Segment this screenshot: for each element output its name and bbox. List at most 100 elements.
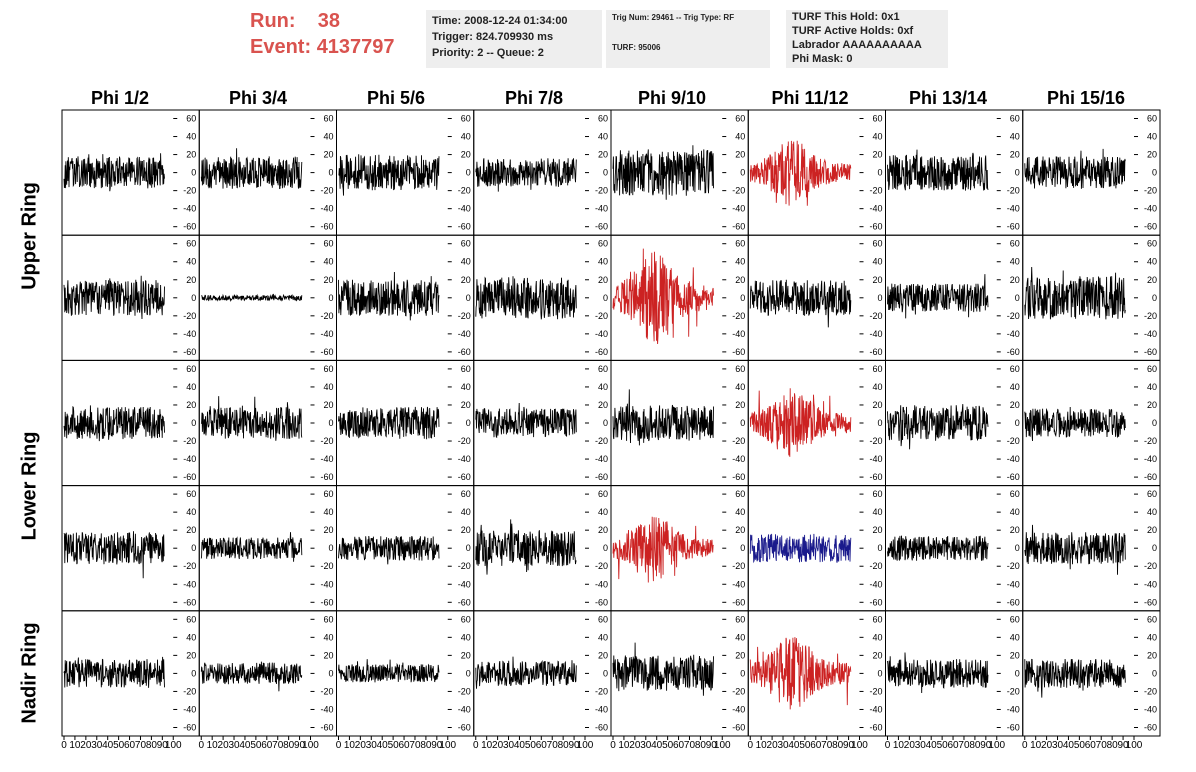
y-tick-label: -40 <box>869 329 882 339</box>
x-tick-label: 40 <box>651 740 663 751</box>
y-tick-label: 20 <box>323 525 333 535</box>
y-tick-label: -60 <box>869 472 882 482</box>
column-header: Phi 1/2 <box>90 88 150 108</box>
y-tick-label: 0 <box>328 668 333 678</box>
y-tick-label: 0 <box>466 418 471 428</box>
y-tick-label: 20 <box>1147 650 1157 660</box>
waveform-trace <box>887 404 989 450</box>
y-tick-label: 0 <box>1152 543 1157 553</box>
x-tick-label: 90 <box>569 740 581 751</box>
y-tick-label: -20 <box>732 436 745 446</box>
y-tick-label: -20 <box>458 436 471 446</box>
y-tick-label: 60 <box>735 364 745 374</box>
y-tick-label: 0 <box>877 543 882 553</box>
x-tick-label: 20 <box>218 740 230 751</box>
x-tick-label: 50 <box>1074 740 1086 751</box>
y-tick-label: 0 <box>191 168 196 178</box>
y-tick-label: -40 <box>732 204 745 214</box>
y-tick-label: -60 <box>183 472 196 482</box>
y-tick-label: 60 <box>735 239 745 249</box>
y-tick-label: 0 <box>603 668 608 678</box>
y-tick-label: -20 <box>183 561 196 571</box>
x-tick-label: 70 <box>547 740 559 751</box>
y-tick-label: 0 <box>1152 418 1157 428</box>
x-tick-label: 50 <box>937 740 949 751</box>
y-tick-label: 60 <box>323 239 333 249</box>
waveform-panel: -60 -40 -20 0 20 40 60 <box>885 109 1024 236</box>
column-header: Phi 3/4 <box>228 88 288 108</box>
waveform-trace <box>749 279 852 328</box>
x-tick-label: 100 <box>851 740 868 751</box>
waveform-trace <box>749 533 852 564</box>
y-tick-label: -40 <box>732 454 745 464</box>
y-tick-label: 20 <box>461 275 471 285</box>
y-tick-label: 0 <box>1015 418 1020 428</box>
y-tick-label: 40 <box>598 382 608 392</box>
x-tick-label: 40 <box>514 740 526 751</box>
y-tick-label: -60 <box>458 597 471 607</box>
waveform-trace <box>1024 524 1126 575</box>
y-tick-label: -60 <box>183 222 196 232</box>
y-tick-label: 60 <box>1010 489 1020 499</box>
waveform-panel: -60 -40 -20 0 20 40 60 <box>61 485 200 612</box>
y-tick-label: 20 <box>598 150 608 160</box>
y-tick-label: -40 <box>320 329 333 339</box>
waveform-panel: -60 -40 -20 0 20 40 60 <box>473 485 612 612</box>
waveform-panel: -60 -40 -20 0 20 40 60 <box>473 109 612 236</box>
y-tick-label: -20 <box>869 686 882 696</box>
y-tick-label: 0 <box>328 168 333 178</box>
x-tick-label: 20 <box>629 740 641 751</box>
x-tick-label: 80 <box>283 740 295 751</box>
y-tick-label: 60 <box>735 489 745 499</box>
y-tick-label: 0 <box>1015 168 1020 178</box>
y-tick-label: 20 <box>598 400 608 410</box>
y-tick-label: 60 <box>461 489 471 499</box>
x-tick-label: 50 <box>662 740 674 751</box>
y-tick-label: -60 <box>1007 347 1020 357</box>
y-tick-label: 40 <box>323 632 333 642</box>
x-tick-label: 30 <box>1052 740 1064 751</box>
y-tick-label: 20 <box>872 650 882 660</box>
y-tick-label: -40 <box>1007 704 1020 714</box>
x-tick-label: 100 <box>714 740 731 751</box>
x-tick-label: 30 <box>915 740 927 751</box>
y-tick-label: 40 <box>461 132 471 142</box>
y-tick-label: -40 <box>458 704 471 714</box>
y-tick-label: -20 <box>320 561 333 571</box>
x-tick-label: 30 <box>228 740 240 751</box>
waveform-panel: -60 -40 -20 0 20 40 60 <box>1022 109 1161 236</box>
y-tick-label: 40 <box>872 132 882 142</box>
y-tick-label: -40 <box>458 579 471 589</box>
y-tick-label: -20 <box>595 561 608 571</box>
y-tick-label: 40 <box>1147 257 1157 267</box>
y-tick-label: 40 <box>1010 507 1020 517</box>
x-tick-label: 80 <box>558 740 570 751</box>
labrador-text: Labrador AAAAAAAAAA <box>792 39 922 51</box>
x-tick-label: 60 <box>536 740 548 751</box>
y-tick-label: -60 <box>183 597 196 607</box>
trig-num-text: Trig Num: 29461 -- Trig Type: RF <box>612 13 735 22</box>
y-tick-label: 20 <box>186 275 196 285</box>
column-header: Phi 13/14 <box>908 88 988 108</box>
y-tick-label: 60 <box>186 114 196 124</box>
waveform-panel: -60 -40 -20 0 20 40 60 <box>61 234 200 361</box>
waveform-trace <box>338 406 440 440</box>
y-tick-label: -40 <box>595 204 608 214</box>
x-tick-label: 70 <box>958 740 970 751</box>
x-tick-label: 10 <box>1030 740 1042 751</box>
x-tick-label: 0 <box>610 740 616 751</box>
x-tick-label: 0 <box>1022 740 1028 751</box>
y-tick-label: -60 <box>869 222 882 232</box>
waveform-panel: -60 -40 -20 0 20 40 60 <box>61 610 200 737</box>
waveform-panel: -60 -40 -20 0 20 40 60 <box>198 109 337 236</box>
y-tick-label: 0 <box>1152 668 1157 678</box>
column-header: Phi 9/10 <box>637 88 707 108</box>
event-label: Event: <box>250 36 312 58</box>
y-tick-label: -60 <box>732 472 745 482</box>
x-tick-label: 40 <box>1063 740 1075 751</box>
waveform-trace <box>749 140 852 206</box>
x-tick-label: 20 <box>80 740 92 751</box>
y-tick-label: 20 <box>872 400 882 410</box>
y-tick-label: 60 <box>598 489 608 499</box>
y-tick-label: 0 <box>877 668 882 678</box>
